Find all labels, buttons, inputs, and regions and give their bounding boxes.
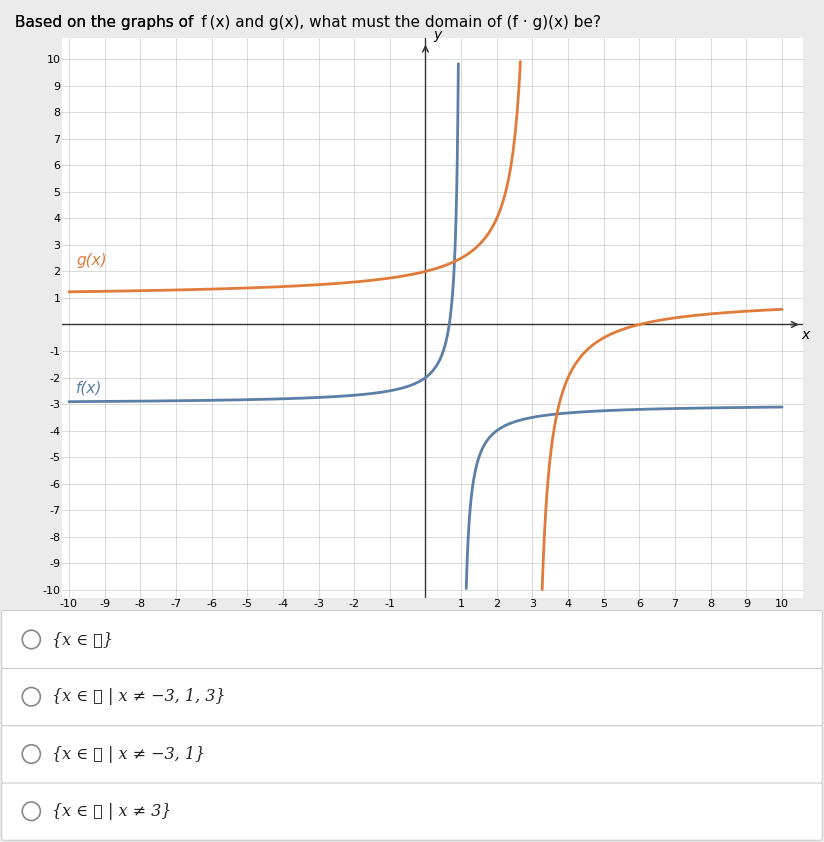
Text: x: x (801, 328, 809, 342)
Text: Based on the graphs of  f (x) and g(x), what must the domain of (f · g)(x) be?: Based on the graphs of f (x) and g(x), w… (15, 15, 601, 30)
Text: y: y (433, 29, 442, 42)
Text: Based on the graphs of: Based on the graphs of (15, 15, 201, 30)
Text: {x ∈ ℝ | x ≠ −3, 1, 3}: {x ∈ ℝ | x ≠ −3, 1, 3} (52, 688, 226, 706)
Text: {x ∈ ℝ | x ≠ −3, 1}: {x ∈ ℝ | x ≠ −3, 1} (52, 745, 205, 763)
Text: {x ∈ ℝ}: {x ∈ ℝ} (52, 631, 113, 648)
Text: {x ∈ ℝ | x ≠ 3}: {x ∈ ℝ | x ≠ 3} (52, 802, 171, 820)
Text: f(x): f(x) (76, 380, 102, 395)
Text: g(x): g(x) (76, 253, 106, 268)
